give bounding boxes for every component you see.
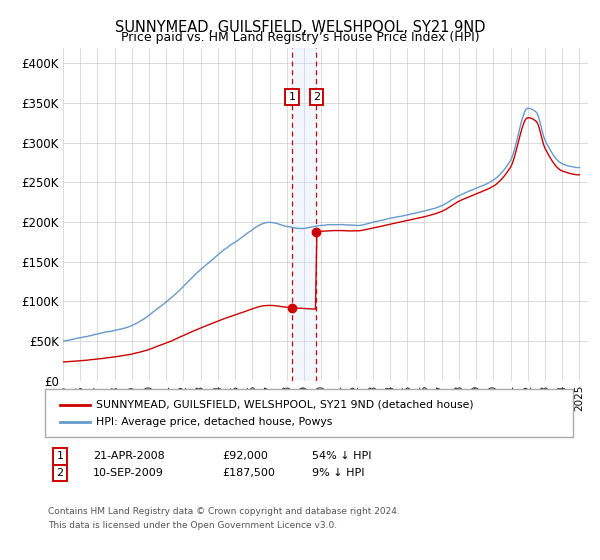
Text: 1: 1 xyxy=(289,92,295,102)
Text: HPI: Average price, detached house, Powys: HPI: Average price, detached house, Powy… xyxy=(96,417,332,427)
Text: SUNNYMEAD, GUILSFIELD, WELSHPOOL, SY21 9ND: SUNNYMEAD, GUILSFIELD, WELSHPOOL, SY21 9… xyxy=(115,20,485,35)
Text: 21-APR-2008: 21-APR-2008 xyxy=(93,451,165,461)
Text: Contains HM Land Registry data © Crown copyright and database right 2024.: Contains HM Land Registry data © Crown c… xyxy=(48,507,400,516)
Text: 2: 2 xyxy=(313,92,320,102)
Text: £187,500: £187,500 xyxy=(222,468,275,478)
Text: 10-SEP-2009: 10-SEP-2009 xyxy=(93,468,164,478)
Text: Price paid vs. HM Land Registry’s House Price Index (HPI): Price paid vs. HM Land Registry’s House … xyxy=(121,31,479,44)
Text: This data is licensed under the Open Government Licence v3.0.: This data is licensed under the Open Gov… xyxy=(48,521,337,530)
Text: 1: 1 xyxy=(56,451,64,461)
Text: £92,000: £92,000 xyxy=(222,451,268,461)
Text: SUNNYMEAD, GUILSFIELD, WELSHPOOL, SY21 9ND (detached house): SUNNYMEAD, GUILSFIELD, WELSHPOOL, SY21 9… xyxy=(96,400,473,409)
Text: 2: 2 xyxy=(56,468,64,478)
Bar xyxy=(292,48,316,381)
Text: 9% ↓ HPI: 9% ↓ HPI xyxy=(312,468,365,478)
Text: 54% ↓ HPI: 54% ↓ HPI xyxy=(312,451,371,461)
